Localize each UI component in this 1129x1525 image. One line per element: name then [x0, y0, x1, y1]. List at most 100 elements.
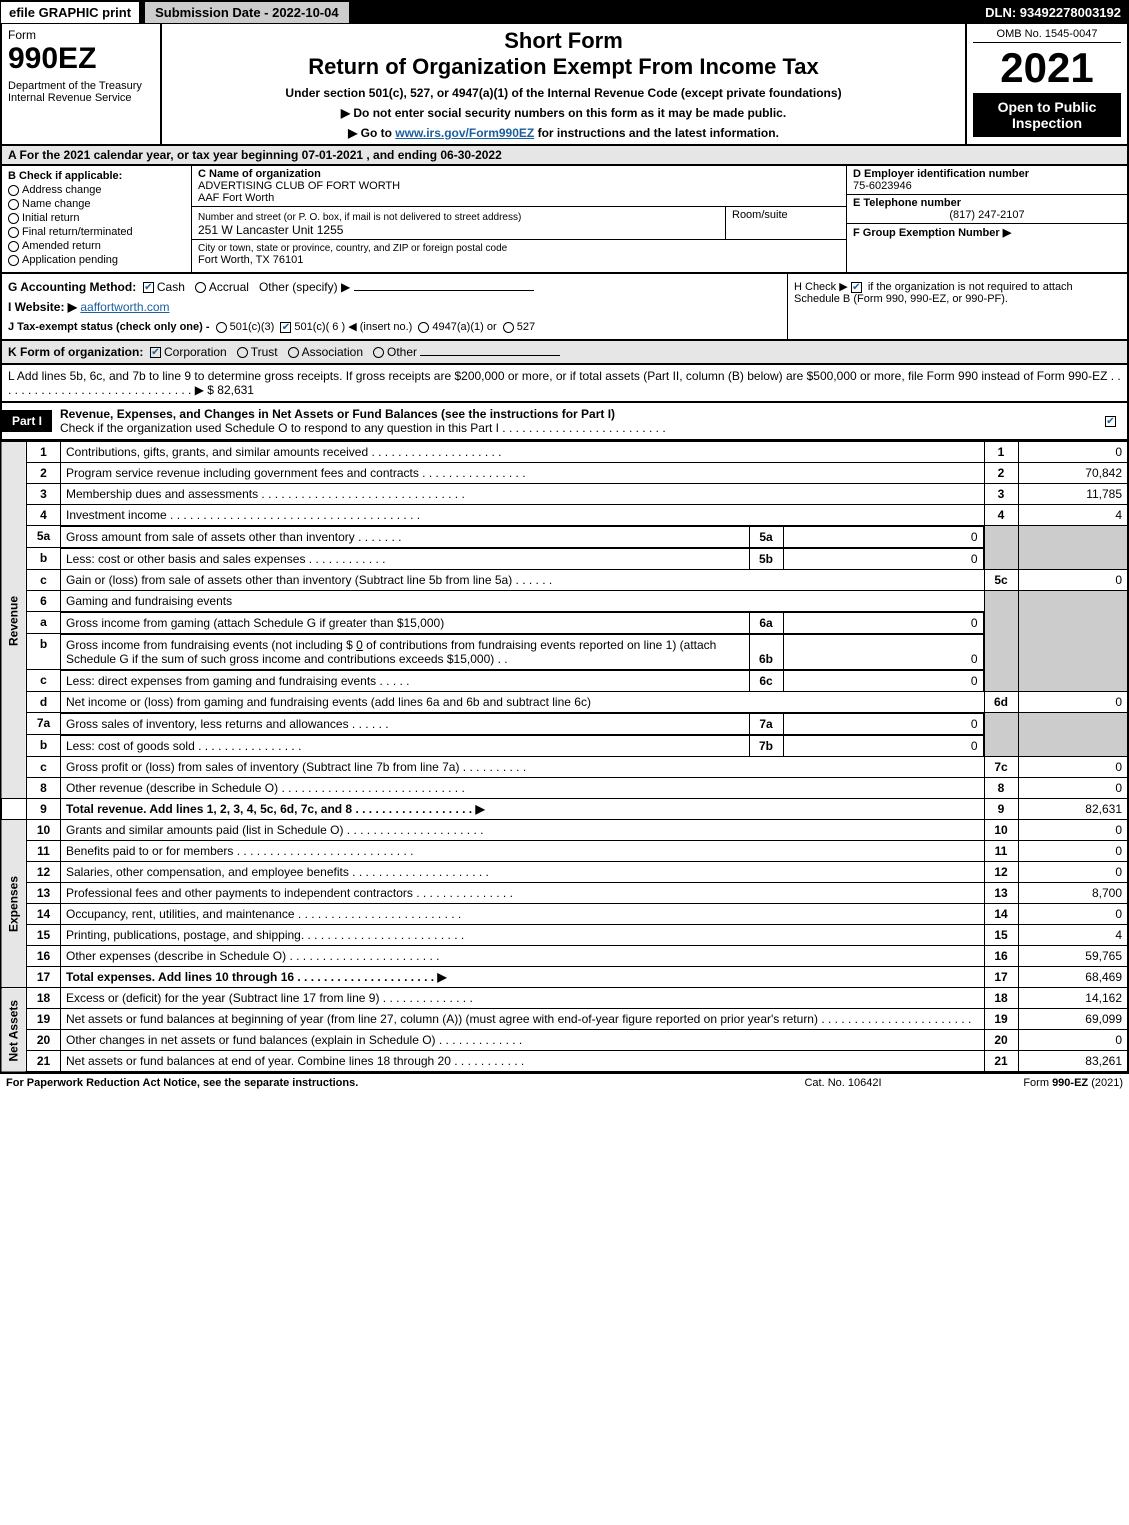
line-11-desc: Benefits paid to or for members . . . . … — [61, 841, 985, 862]
chk-corporation[interactable] — [150, 347, 161, 358]
chk-trust[interactable] — [237, 347, 248, 358]
dept-label: Department of the Treasury Internal Reve… — [8, 80, 154, 104]
header-left: Form 990EZ Department of the Treasury In… — [2, 24, 162, 144]
line-6-desc: Gaming and fundraising events — [61, 591, 985, 612]
c-address-row: Number and street (or P. O. box, if mail… — [192, 207, 726, 239]
line-1-amt: 0 — [1018, 442, 1128, 463]
line-11-amt: 0 — [1018, 841, 1128, 862]
line-5c-amt: 0 — [1018, 570, 1128, 591]
line-21-desc: Net assets or fund balances at end of ye… — [61, 1051, 985, 1073]
inspection-badge: Open to Public Inspection — [973, 93, 1121, 137]
section-b-to-f: B Check if applicable: Address change Na… — [0, 166, 1129, 274]
room-suite: Room/suite — [726, 207, 846, 239]
city-label: City or town, state or province, country… — [198, 243, 507, 254]
irs-link[interactable]: www.irs.gov/Form990EZ — [395, 126, 534, 140]
row-g-h: G Accounting Method: Cash Accrual Other … — [0, 274, 1129, 341]
form-header: Form 990EZ Department of the Treasury In… — [0, 24, 1129, 146]
org-name1: ADVERTISING CLUB OF FORT WORTH — [198, 180, 400, 192]
line-15-desc: Printing, publications, postage, and shi… — [61, 925, 985, 946]
part-1-checkline: Check if the organization used Schedule … — [60, 421, 666, 435]
line-7b-inner-amt: 0 — [783, 736, 983, 757]
part-1-header: Part I Revenue, Expenses, and Changes in… — [0, 403, 1129, 441]
line-7a-inner-amt: 0 — [783, 714, 983, 735]
i-website-label: I Website: ▶ — [8, 300, 77, 314]
col-d-e-f: D Employer identification number 75-6023… — [847, 166, 1127, 272]
ein-label: D Employer identification number — [853, 168, 1029, 180]
chk-application-pending[interactable]: Application pending — [8, 254, 185, 266]
line-6b-inner-amt: 0 — [783, 635, 983, 670]
chk-part1-schedule-o[interactable] — [1105, 416, 1116, 427]
line-20-amt: 0 — [1018, 1030, 1128, 1051]
c-name-row: C Name of organization ADVERTISING CLUB … — [192, 166, 846, 207]
phone-label: E Telephone number — [853, 197, 961, 209]
line-21-amt: 83,261 — [1018, 1051, 1128, 1073]
line-5a-inner-amt: 0 — [783, 527, 983, 548]
org-name2: AAF Fort Worth — [198, 192, 274, 204]
header-center: Short Form Return of Organization Exempt… — [162, 24, 967, 144]
j-tax-exempt-label: J Tax-exempt status (check only one) - — [8, 321, 210, 333]
line-6a-inner-amt: 0 — [783, 613, 983, 634]
omb-number: OMB No. 1545-0047 — [973, 28, 1121, 43]
k-label: K Form of organization: — [8, 345, 143, 359]
line-12-amt: 0 — [1018, 862, 1128, 883]
line-2-desc: Program service revenue including govern… — [61, 463, 985, 484]
line-6c-inner-amt: 0 — [783, 671, 983, 692]
chk-other[interactable] — [373, 347, 384, 358]
line-9-desc: Total revenue. Add lines 1, 2, 3, 4, 5c,… — [61, 799, 985, 820]
footer-cat-no: Cat. No. 10642I — [743, 1077, 943, 1089]
efile-label: efile GRAPHIC print — [0, 1, 140, 24]
instruction-2: ▶ Go to www.irs.gov/Form990EZ for instru… — [170, 126, 957, 140]
d-ein-row: D Employer identification number 75-6023… — [847, 166, 1127, 195]
line-1-desc: Contributions, gifts, grants, and simila… — [61, 442, 985, 463]
chk-address-change[interactable]: Address change — [8, 184, 185, 196]
header-right: OMB No. 1545-0047 2021 Open to Public In… — [967, 24, 1127, 144]
chk-name-change[interactable]: Name change — [8, 198, 185, 210]
expenses-side-label: Expenses — [1, 820, 27, 988]
revenue-side-label: Revenue — [1, 442, 27, 799]
part-1-label: Part I — [2, 410, 52, 432]
chk-4947[interactable] — [418, 322, 429, 333]
e-phone-row: E Telephone number (817) 247-2107 — [847, 195, 1127, 224]
line-7c-desc: Gross profit or (loss) from sales of inv… — [61, 757, 985, 778]
line-3-desc: Membership dues and assessments . . . . … — [61, 484, 985, 505]
line-8-desc: Other revenue (describe in Schedule O) .… — [61, 778, 985, 799]
chk-amended-return[interactable]: Amended return — [8, 240, 185, 252]
line-7c-amt: 0 — [1018, 757, 1128, 778]
main-title: Return of Organization Exempt From Incom… — [170, 54, 957, 80]
part-1-table: Revenue 1 Contributions, gifts, grants, … — [0, 441, 1129, 1073]
line-1-col: 1 — [984, 442, 1018, 463]
line-6a-desc: Gross income from gaming (attach Schedul… — [61, 613, 749, 634]
line-6c-desc: Less: direct expenses from gaming and fu… — [61, 671, 749, 692]
line-7b-desc: Less: cost of goods sold . . . . . . . .… — [61, 736, 749, 757]
line-14-desc: Occupancy, rent, utilities, and maintena… — [61, 904, 985, 925]
chk-cash[interactable] — [143, 282, 154, 293]
line-13-amt: 8,700 — [1018, 883, 1128, 904]
line-6d-amt: 0 — [1018, 692, 1128, 713]
chk-association[interactable] — [288, 347, 299, 358]
chk-initial-return[interactable]: Initial return — [8, 212, 185, 224]
addr-label: Number and street (or P. O. box, if mail… — [198, 212, 521, 223]
line-14-amt: 0 — [1018, 904, 1128, 925]
chk-501c[interactable] — [280, 322, 291, 333]
line-4-amt: 4 — [1018, 505, 1128, 526]
c-city-row: City or town, state or province, country… — [192, 240, 846, 268]
website-link[interactable]: aaffortworth.com — [80, 300, 169, 314]
line-17-amt: 68,469 — [1018, 967, 1128, 988]
chk-final-return[interactable]: Final return/terminated — [8, 226, 185, 238]
line-17-desc: Total expenses. Add lines 10 through 16 … — [61, 967, 985, 988]
chk-501c3[interactable] — [216, 322, 227, 333]
chk-schedule-b[interactable] — [851, 282, 862, 293]
row-g-left: G Accounting Method: Cash Accrual Other … — [2, 274, 787, 339]
line-13-desc: Professional fees and other payments to … — [61, 883, 985, 904]
line-7a-desc: Gross sales of inventory, less returns a… — [61, 714, 749, 735]
chk-527[interactable] — [503, 322, 514, 333]
row-l: L Add lines 5b, 6c, and 7b to line 9 to … — [0, 365, 1129, 403]
chk-accrual[interactable] — [195, 282, 206, 293]
col-c-org-info: C Name of organization ADVERTISING CLUB … — [192, 166, 847, 272]
instr2-pre: ▶ Go to — [348, 126, 395, 140]
line-2-amt: 70,842 — [1018, 463, 1128, 484]
line-18-amt: 14,162 — [1018, 988, 1128, 1009]
footer-form-ref: Form 990-EZ (2021) — [943, 1077, 1123, 1089]
instr2-post: for instructions and the latest informat… — [534, 126, 779, 140]
line-19-amt: 69,099 — [1018, 1009, 1128, 1030]
